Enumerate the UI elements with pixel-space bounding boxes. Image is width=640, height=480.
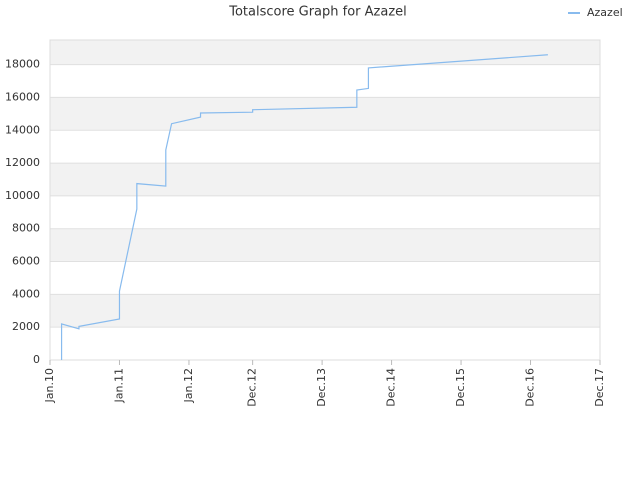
chart-title: Totalscore Graph for Azazel [228, 5, 407, 20]
x-tick-label: Dec.16 [524, 368, 537, 407]
legend-label: Azazel [587, 6, 623, 19]
grid-band [50, 228, 600, 262]
x-tick-label: Dec.17 [593, 368, 606, 407]
y-tick-label: 2000 [12, 320, 40, 333]
x-tick-label: Dec.12 [246, 368, 259, 407]
x-tick-label: Jan.10 [43, 368, 56, 403]
x-tick-label: Jan.12 [182, 368, 195, 403]
line [60, 54, 548, 360]
y-tick-label: 8000 [12, 222, 40, 235]
x-tick-label: Jan.11 [112, 368, 125, 403]
grid-band [50, 163, 600, 196]
x-tick-label: Dec.14 [385, 368, 398, 407]
x-tick-label: Dec.15 [454, 368, 467, 407]
grid-band [50, 40, 600, 65]
y-tick-label: 10000 [5, 189, 40, 202]
y-tick-label: 4000 [12, 287, 40, 300]
y-tick-label: 14000 [5, 123, 40, 136]
y-tick-label: 6000 [12, 255, 40, 268]
grid-band [50, 97, 600, 131]
y-tick-label: 12000 [5, 156, 40, 169]
grid-band [50, 294, 600, 328]
plot-frame [49, 39, 601, 361]
y-tick-label: 16000 [5, 90, 40, 103]
y-tick-label: 18000 [5, 58, 40, 71]
x-tick-label: Dec.13 [315, 368, 328, 407]
y-tick-label: 0 [33, 353, 40, 366]
